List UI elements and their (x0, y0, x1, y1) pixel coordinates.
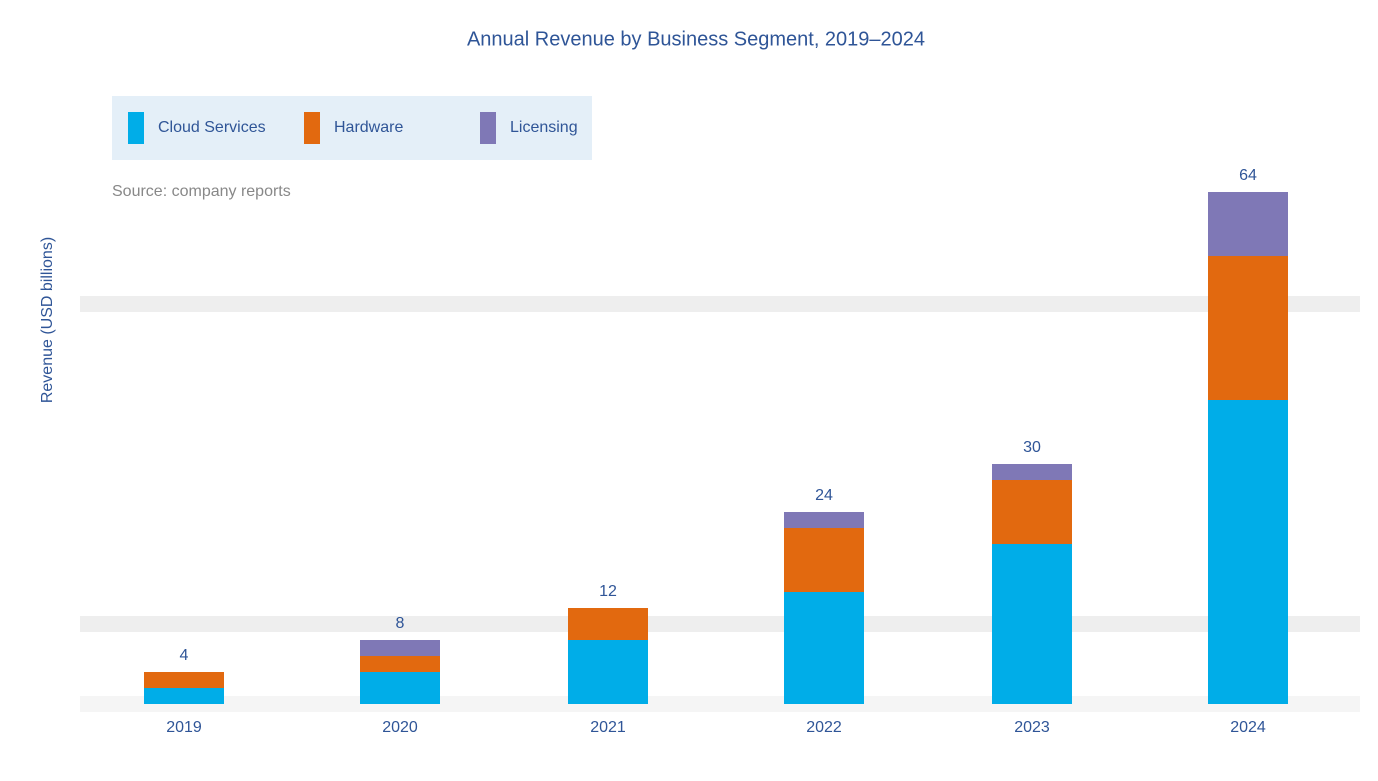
legend-label: Hardware (334, 119, 403, 136)
total-label: 64 (1239, 167, 1257, 184)
x-tick-label: 2024 (1230, 719, 1266, 736)
bar-segment (360, 640, 440, 656)
bar-segment (360, 656, 440, 672)
legend-swatch (304, 112, 320, 144)
x-tick-label: 2022 (806, 719, 842, 736)
total-label: 12 (599, 583, 617, 600)
legend-label: Cloud Services (158, 119, 266, 136)
bar-segment (144, 688, 224, 704)
y-axis-title: Revenue (USD billions) (39, 237, 56, 403)
x-tick-label: 2021 (590, 719, 626, 736)
bar-segment (992, 480, 1072, 544)
x-tick-label: 2019 (166, 719, 202, 736)
grid-line (80, 696, 1360, 712)
bar-segment (1208, 400, 1288, 704)
chart-title: Annual Revenue by Business Segment, 2019… (467, 28, 925, 50)
x-tick-label: 2020 (382, 719, 418, 736)
total-label: 30 (1023, 439, 1041, 456)
x-tick-label: 2023 (1014, 719, 1050, 736)
bar-segment (992, 544, 1072, 704)
legend-swatch (128, 112, 144, 144)
total-label: 24 (815, 487, 833, 504)
bar-segment (144, 672, 224, 688)
note: Source: company reports (112, 183, 291, 200)
bar-segment (1208, 192, 1288, 256)
bar-segment (784, 512, 864, 528)
bar-segment (784, 592, 864, 704)
legend-box (112, 96, 592, 160)
bar-segment (568, 608, 648, 640)
grid-line (80, 296, 1360, 312)
legend-label: Licensing (510, 119, 578, 136)
bar-segment (568, 640, 648, 704)
bar-segment (784, 528, 864, 592)
bar-segment (992, 464, 1072, 480)
total-label: 4 (180, 647, 189, 664)
bar-segment (1208, 256, 1288, 400)
total-label: 8 (396, 615, 405, 632)
bar-segment (360, 672, 440, 704)
grid-line (80, 616, 1360, 632)
legend-swatch (480, 112, 496, 144)
